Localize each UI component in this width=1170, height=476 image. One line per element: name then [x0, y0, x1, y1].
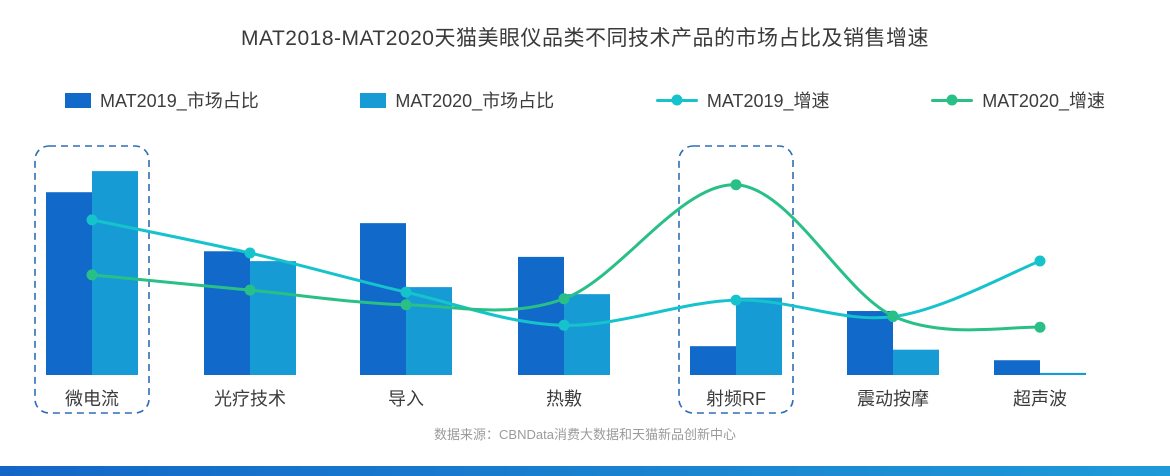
bar-MAT2020_市场占比-微电流	[92, 171, 138, 375]
point-MAT2019_增速-射频RF	[730, 294, 742, 306]
category-label-震动按摩: 震动按摩	[857, 389, 929, 409]
bar-MAT2019_市场占比-超声波	[994, 360, 1040, 375]
bar-MAT2020_市场占比-光疗技术	[250, 261, 296, 375]
bar-MAT2019_市场占比-导入	[360, 223, 406, 375]
bar-MAT2019_市场占比-射频RF	[690, 346, 736, 375]
bar-MAT2019_市场占比-震动按摩	[847, 311, 893, 375]
point-MAT2019_增速-光疗技术	[244, 247, 256, 259]
category-label-射频RF: 射频RF	[706, 389, 766, 409]
bottom-accent-strip	[0, 466, 1170, 476]
highlight-box-射频RF	[678, 145, 794, 414]
line-dot-icon	[946, 94, 958, 106]
line-swatch-icon	[931, 94, 974, 106]
category-label-微电流: 微电流	[65, 389, 119, 409]
category-label-导入: 导入	[388, 389, 424, 409]
legend-item-mat2019-growth: MAT2019_增速	[655, 87, 830, 113]
point-MAT2019_增速-微电流	[86, 214, 98, 226]
point-MAT2020_增速-光疗技术	[244, 284, 256, 296]
highlight-box-微电流	[34, 145, 150, 414]
line-dot-icon	[671, 94, 683, 106]
line-swatch-icon	[655, 94, 698, 106]
point-MAT2019_增速-导入	[400, 286, 412, 298]
bar-swatch-icon	[65, 92, 91, 108]
legend-item-mat2019-share: MAT2019_市场占比	[65, 87, 259, 113]
point-MAT2019_增速-超声波	[1034, 255, 1046, 267]
bar-MAT2020_市场占比-射频RF	[736, 297, 782, 375]
legend-label: MAT2020_市场占比	[395, 91, 555, 111]
legend-item-mat2020-growth: MAT2020_增速	[931, 87, 1105, 113]
legend-label: MAT2019_市场占比	[100, 91, 259, 111]
bar-swatch-icon	[360, 92, 387, 108]
point-MAT2020_增速-超声波	[1034, 321, 1046, 333]
data-source-note: 数据来源：CBNData消费大数据和天猫新品创新中心	[434, 427, 736, 442]
legend-label: MAT2019_增速	[706, 91, 830, 111]
bar-MAT2019_市场占比-光疗技术	[204, 251, 250, 375]
chart-title: MAT2018-MAT2020天猫美眼仪品类不同技术产品的市场占比及销售增速	[241, 27, 929, 50]
legend-label: MAT2020_增速	[982, 91, 1105, 111]
point-MAT2020_增速-导入	[400, 299, 412, 311]
point-MAT2020_增速-震动按摩	[887, 310, 899, 322]
point-MAT2019_增速-热敷	[558, 319, 570, 331]
legend-item-mat2020-share: MAT2020_市场占比	[360, 87, 554, 113]
category-label-超声波: 超声波	[1013, 389, 1067, 409]
combo-bar-line-chart: 微电流 光疗技术 导入 热敷 射频RF 震动按摩 超声波	[34, 145, 1086, 414]
category-label-光疗技术: 光疗技术	[214, 389, 286, 409]
bar-MAT2019_市场占比-微电流	[46, 192, 92, 375]
bar-MAT2020_市场占比-导入	[406, 287, 452, 375]
bar-MAT2020_市场占比-震动按摩	[893, 349, 939, 375]
legend: MAT2019_市场占比 MAT2020_市场占比 MAT2019_增速 MAT…	[0, 88, 1170, 112]
point-MAT2020_增速-热敷	[558, 293, 570, 305]
bar-MAT2020_市场占比-超声波	[1040, 372, 1086, 375]
point-MAT2020_增速-微电流	[86, 269, 98, 281]
category-label-热敷: 热敷	[546, 389, 582, 409]
point-MAT2020_增速-射频RF	[730, 179, 742, 191]
bar-MAT2020_市场占比-热敷	[564, 294, 610, 375]
bar-MAT2019_市场占比-热敷	[518, 256, 564, 375]
